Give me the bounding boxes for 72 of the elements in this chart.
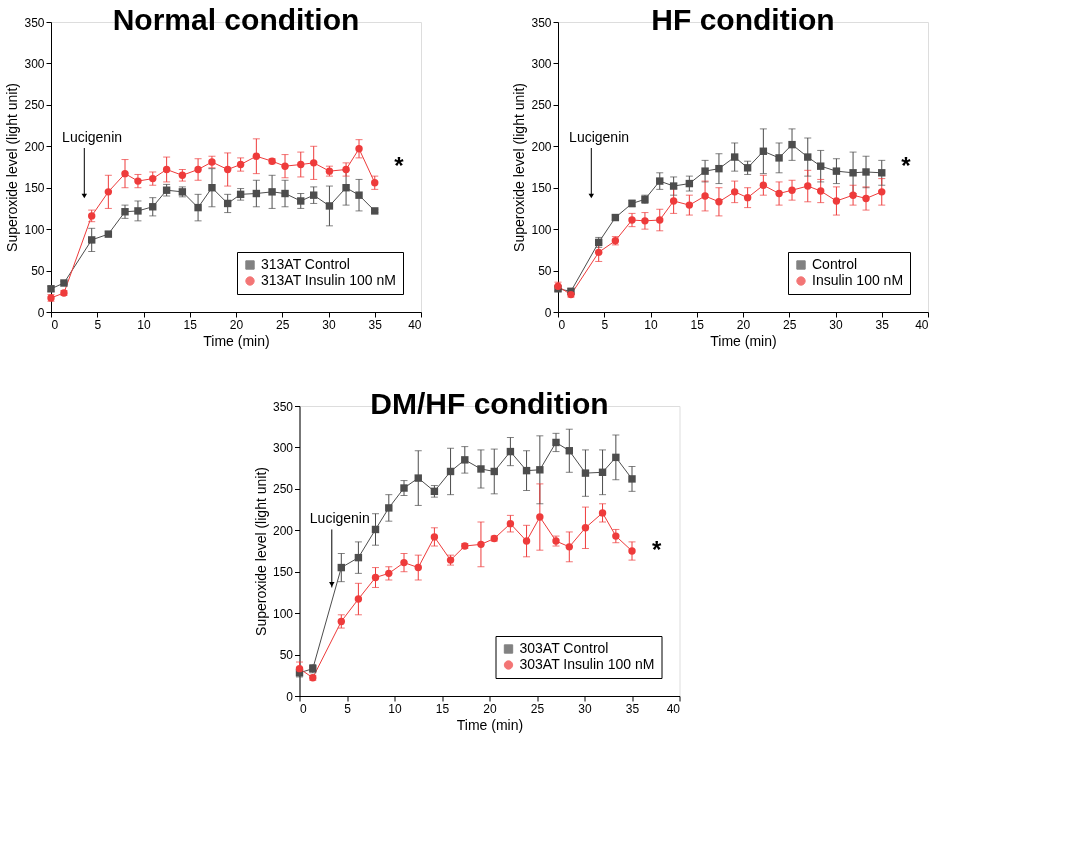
legend-label: 313AT Insulin 100 nM [261,272,396,288]
legend-label: 303AT Control [519,640,609,656]
x-tick-label: 10 [644,317,658,332]
y-tick-label: 250 [531,98,552,113]
legend-label: Control [812,256,858,272]
y-tick-label: 250 [24,98,45,113]
annotation: Lucigenin [569,129,630,145]
y-tick-label: 150 [531,181,552,196]
x-tick-label: 5 [94,317,102,332]
x-tick-label: 20 [736,317,751,332]
annotation: * [394,152,405,179]
annotation: * [652,536,663,563]
x-tick-label: 15 [690,317,705,332]
y-tick-label: 100 [531,222,552,237]
x-axis-title: Time (min) [456,716,524,733]
y-tick-label: 350 [272,399,294,414]
x-tick-label: 0 [51,317,59,332]
x-tick-label: 30 [829,317,843,332]
x-axis-title: Time (min) [203,332,270,349]
y-tick-label: 0 [37,305,45,320]
y-tick-label: 100 [24,222,45,237]
legend-label: 313AT Control [261,256,350,272]
y-tick-label: 300 [531,56,552,71]
annotation: Lucigenin [309,510,370,527]
y-tick-label: 0 [286,689,294,704]
x-tick-label: 20 [229,317,244,332]
y-tick-label: 350 [24,15,45,30]
x-tick-label: 15 [435,701,450,716]
x-tick-label: 35 [625,701,640,716]
y-tick-label: 0 [544,305,552,320]
x-tick-label: 25 [783,317,797,332]
x-tick-label: 20 [483,701,497,716]
legend-label: Insulin 100 nM [812,272,904,288]
x-tick-label: 35 [368,317,383,332]
y-axis-title: Superoxide level (light unit) [252,467,269,636]
y-tick-label: 300 [24,56,45,71]
x-tick-label: 0 [300,701,307,716]
x-tick-label: 5 [601,317,609,332]
x-axis-title: Time (min) [710,332,777,349]
y-tick-label: 150 [24,181,45,196]
y-tick-label: 50 [279,648,294,663]
x-tick-label: 5 [344,701,352,716]
y-tick-label: 200 [531,139,552,154]
y-tick-label: 150 [272,565,294,580]
y-tick-label: 350 [531,15,552,30]
y-tick-label: 200 [24,139,45,154]
x-tick-label: 15 [183,317,198,332]
x-tick-label: 25 [530,701,545,716]
y-tick-label: 300 [272,440,294,455]
y-tick-label: 100 [272,606,294,621]
x-tick-label: 40 [915,317,929,332]
y-tick-label: 200 [272,523,294,538]
x-tick-label: 30 [322,317,336,332]
y-axis-title: Superoxide level (light unit) [511,83,528,252]
y-axis-title: Superoxide level (light unit) [4,83,21,252]
x-tick-label: 30 [578,701,592,716]
y-tick-label: 250 [272,482,294,497]
x-tick-label: 40 [666,701,681,716]
x-tick-label: 10 [137,317,151,332]
annotation: * [901,152,912,179]
x-tick-label: 10 [388,701,402,716]
x-tick-label: 40 [408,317,422,332]
chart-title: HF condition [651,3,835,36]
y-tick-label: 50 [31,264,45,279]
chart-title: Normal condition [112,3,360,36]
chart-title: DM/HF condition [370,387,609,420]
x-tick-label: 25 [276,317,290,332]
x-tick-label: 0 [558,317,566,332]
y-tick-label: 50 [538,264,552,279]
annotation: Lucigenin [62,129,123,145]
legend-label: 303AT Insulin 100 nM [519,656,655,672]
x-tick-label: 35 [875,317,890,332]
